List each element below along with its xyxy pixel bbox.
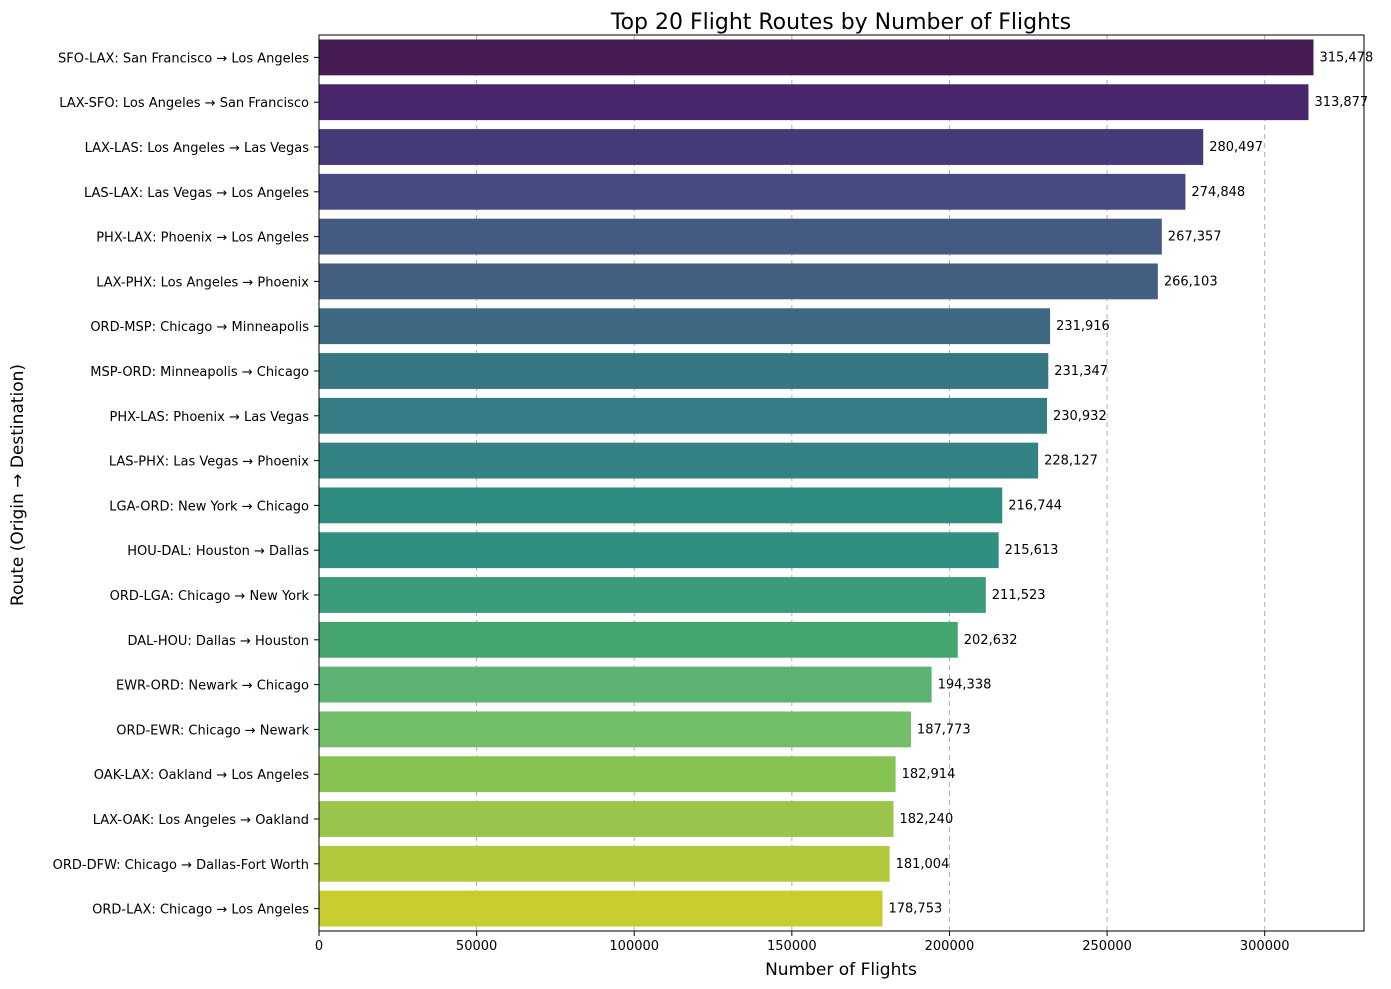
bar-value-label: 313,877 <box>1314 95 1368 110</box>
x-axis-label: Number of Flights <box>765 960 917 980</box>
y-tick-label: LGA-ORD: New York → Chicago <box>109 499 309 514</box>
bar <box>319 890 883 927</box>
y-tick-label: LAX-OAK: Los Angeles → Oakland <box>93 813 309 828</box>
y-tick-label: HOU-DAL: Houston → Dallas <box>127 544 309 559</box>
y-tick-label: ORD-EWR: Chicago → Newark <box>116 723 309 738</box>
bar-value-label: 266,103 <box>1164 274 1218 289</box>
data-labels: 315,478 313,877 280,497 274,848 267,357 266,1… <box>888 50 1373 916</box>
y-tick-label: ORD-LAX: Chicago → Los Angeles <box>92 903 309 918</box>
y-tick-label: LAS-LAX: Las Vegas → Los Angeles <box>84 186 309 201</box>
y-tick-label: PHX-LAX: Phoenix → Los Angeles <box>96 231 309 246</box>
bar-value-label: 231,916 <box>1056 319 1110 334</box>
gridlines <box>476 35 1266 931</box>
bar-value-label: 230,932 <box>1053 409 1107 424</box>
bar <box>319 532 999 569</box>
bar-value-label: 231,347 <box>1054 364 1108 379</box>
x-tick-label: 0 <box>315 939 323 954</box>
bar-value-label: 194,338 <box>938 678 992 693</box>
bar <box>319 666 932 703</box>
bar <box>319 442 1039 479</box>
chart-title: Top 20 Flight Routes by Number of Flight… <box>610 10 1071 35</box>
y-tick-label: LAX-PHX: Los Angeles → Phoenix <box>96 275 309 290</box>
bar-value-label: 178,753 <box>888 902 942 917</box>
bar <box>319 353 1049 389</box>
bar-value-label: 280,497 <box>1209 140 1263 155</box>
bar-value-label: 216,744 <box>1008 498 1062 513</box>
bar <box>319 263 1158 300</box>
bar-value-label: 274,848 <box>1191 185 1245 200</box>
bar <box>319 84 1309 121</box>
bar-value-label: 182,240 <box>899 812 953 827</box>
x-tick-label: 150000 <box>767 939 817 954</box>
bar <box>319 397 1047 434</box>
y-tick-label: LAS-PHX: Las Vegas → Phoenix <box>109 455 309 470</box>
x-tick-label: 100000 <box>609 939 659 954</box>
y-axis-label: Route (Origin → Destination) <box>8 364 28 606</box>
bar <box>319 173 1186 210</box>
y-tick-label: LAX-SFO: Los Angeles → San Francisco <box>59 96 309 111</box>
bar-value-label: 267,357 <box>1168 230 1222 245</box>
x-tick-label: 50000 <box>456 939 497 954</box>
y-tick-label: OAK-LAX: Oakland → Los Angeles <box>94 768 309 783</box>
bar <box>319 621 958 658</box>
y-axis-ticks: SFO-LAX: San Francisco → Los Angeles LAX-… <box>53 51 319 918</box>
x-tick-label: 200000 <box>925 939 975 954</box>
y-tick-label: SFO-LAX: San Francisco → Los Angeles <box>58 51 309 66</box>
bar <box>319 39 1314 76</box>
bar-value-label: 215,613 <box>1005 543 1059 558</box>
bar <box>319 308 1051 345</box>
bar <box>319 577 986 613</box>
bar-value-label: 315,478 <box>1319 50 1373 65</box>
bar <box>319 845 890 882</box>
bar <box>319 129 1204 165</box>
y-tick-label: PHX-LAS: Phoenix → Las Vegas <box>110 410 310 425</box>
bar <box>319 801 894 837</box>
y-tick-label: EWR-ORD: Newark → Chicago <box>116 679 309 694</box>
bar-value-label: 228,127 <box>1044 454 1098 469</box>
bar <box>319 218 1162 255</box>
bar <box>319 487 1003 524</box>
bar-value-label: 211,523 <box>992 588 1046 603</box>
y-tick-label: ORD-LGA: Chicago → New York <box>110 589 310 604</box>
plot-frame <box>318 34 1365 932</box>
bars <box>319 39 1314 927</box>
bar-value-label: 181,004 <box>896 857 950 872</box>
y-tick-label: DAL-HOU: Dallas → Houston <box>127 634 309 649</box>
y-tick-label: ORD-MSP: Chicago → Minneapolis <box>90 320 309 335</box>
y-tick-label: ORD-DFW: Chicago → Dallas-Fort Worth <box>53 858 309 873</box>
y-tick-label: LAX-LAS: Los Angeles → Las Vegas <box>85 141 310 156</box>
y-tick-label: MSP-ORD: Minneapolis → Chicago <box>90 365 309 380</box>
x-tick-label: 250000 <box>1082 939 1132 954</box>
bar-value-label: 202,632 <box>964 633 1018 648</box>
bar-value-label: 187,773 <box>917 722 971 737</box>
bar <box>319 756 896 793</box>
x-axis-ticks: 0 50000 100000 150000 200000 250000 300000 <box>315 931 1290 954</box>
bar-value-label: 182,914 <box>902 767 956 782</box>
x-tick-label: 300000 <box>1240 939 1290 954</box>
bar <box>319 711 911 748</box>
